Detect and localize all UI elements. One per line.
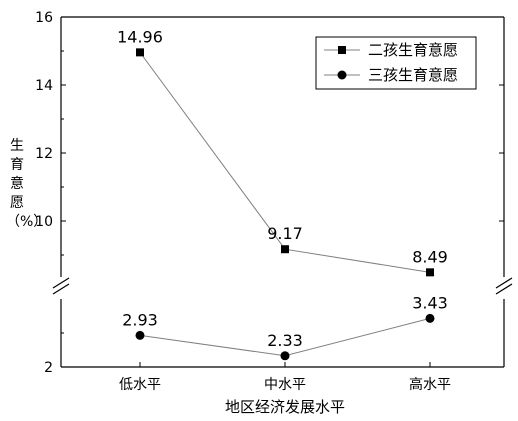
data-label: 9.17 (267, 224, 303, 243)
y-tick-label: 16 (35, 10, 53, 26)
y-axis-title: 生 育 意 愿 （%） (6, 138, 48, 230)
data-label: 3.43 (412, 293, 448, 312)
legend-box (315, 36, 477, 90)
data-point-circle (280, 351, 290, 361)
chart-series (135, 48, 435, 361)
data-label: 2.33 (267, 331, 303, 350)
data-label: 2.93 (122, 310, 158, 329)
chart-labels: 14.96 9.17 8.49 2.93 2.33 3.43 (117, 27, 448, 349)
axis-break-mark-left-1 (52, 277, 70, 289)
x-tick-label: 高水平 (409, 376, 451, 393)
data-point-circle (425, 313, 435, 323)
x-tick-label: 低水平 (119, 377, 161, 393)
data-point-square (281, 245, 289, 254)
y-tick-label: 14 (35, 78, 53, 94)
data-label: 8.49 (412, 247, 448, 266)
y-tick-label: 12 (35, 146, 53, 162)
y-tick-label: 2 (44, 360, 53, 376)
legend-marker-square (338, 46, 346, 54)
x-axis-title: 地区经济发展水平 (225, 398, 345, 416)
data-point-square (136, 48, 144, 57)
legend-marker-circle (337, 70, 347, 80)
axis-break-mark-right-1 (495, 277, 513, 289)
data-label: 14.96 (117, 27, 163, 46)
axis-break-mark-right-2 (495, 283, 513, 295)
data-point-circle (135, 330, 145, 340)
data-point-square (426, 268, 434, 277)
legend-label: 三孩生育意愿 (368, 66, 458, 84)
axis-break-mark-left-2 (52, 283, 70, 295)
x-tick-label: 中水平 (264, 377, 306, 393)
legend-label: 二孩生育意愿 (368, 41, 458, 59)
y-tick-label: 10 (35, 214, 53, 230)
